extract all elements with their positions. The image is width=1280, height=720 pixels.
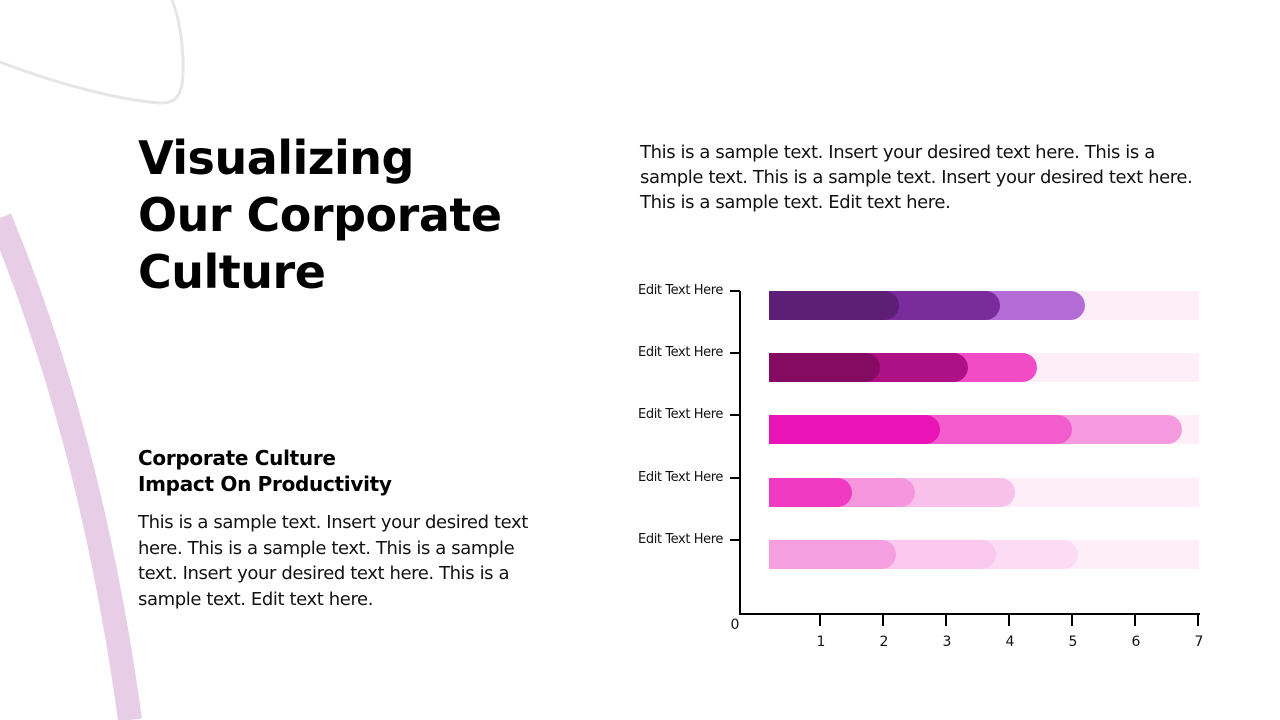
x-axis-tick <box>1008 614 1010 626</box>
y-axis-label: Edit Text Here <box>638 283 723 298</box>
x-axis-label: 1 <box>816 634 826 650</box>
y-axis-tick <box>730 414 740 416</box>
subheading-line-1: Corporate Culture <box>138 446 336 470</box>
bar-track <box>769 540 1199 569</box>
bar-track <box>769 478 1199 507</box>
y-axis-tick <box>730 352 740 354</box>
title-line-3: Culture <box>138 245 326 299</box>
bar-segment-1 <box>769 540 896 569</box>
title-line-2: Our Corporate <box>138 188 502 242</box>
x-axis-tick <box>882 614 884 626</box>
section-subheading: Corporate Culture Impact On Productivity <box>138 445 392 497</box>
x-axis-tick <box>819 614 821 626</box>
x-axis-label: 7 <box>1194 634 1204 650</box>
x-axis-tick <box>1071 614 1073 626</box>
x-axis-label: 6 <box>1131 634 1141 650</box>
y-axis-tick <box>730 477 740 479</box>
slide-title: Visualizing Our Corporate Culture <box>138 130 558 301</box>
y-axis-label: Edit Text Here <box>638 470 723 485</box>
title-line-1: Visualizing <box>138 131 414 185</box>
bar-segment-1 <box>769 478 852 507</box>
y-axis-tick <box>730 290 740 292</box>
bar-segment-1 <box>769 291 899 320</box>
x-axis-label: 4 <box>1005 634 1015 650</box>
x-axis-label: 2 <box>879 634 889 650</box>
x-axis-tick <box>1134 614 1136 626</box>
left-body-text: This is a sample text. Insert your desir… <box>138 512 528 611</box>
bar-track <box>769 353 1199 382</box>
bar-segment-1 <box>769 415 940 444</box>
y-axis-line <box>739 291 741 615</box>
bar-track <box>769 291 1199 320</box>
subheading-line-2: Impact On Productivity <box>138 472 392 496</box>
right-body-text: This is a sample text. Insert your desir… <box>640 142 1193 213</box>
x-axis-label: 0 <box>730 617 740 633</box>
x-axis-line <box>739 613 1200 615</box>
bar-track <box>769 415 1199 444</box>
y-axis-tick <box>730 539 740 541</box>
y-axis-label: Edit Text Here <box>638 407 723 422</box>
x-axis-label: 5 <box>1068 634 1078 650</box>
x-axis-tick <box>1197 614 1199 626</box>
x-axis-tick <box>945 614 947 626</box>
y-axis-label: Edit Text Here <box>638 532 723 547</box>
bar-segment-1 <box>769 353 880 382</box>
y-axis-label: Edit Text Here <box>638 345 723 360</box>
x-axis-label: 3 <box>942 634 952 650</box>
